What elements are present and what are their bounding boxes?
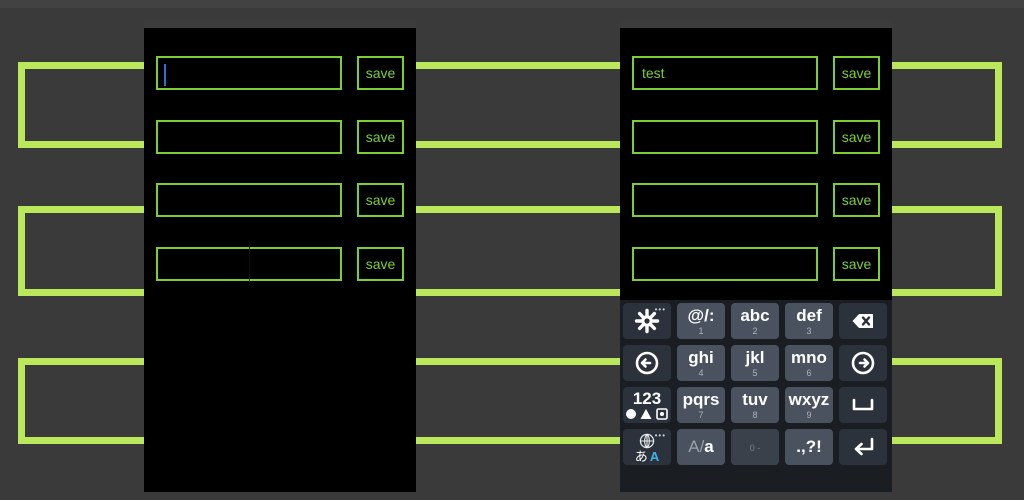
space-key[interactable]: [839, 387, 887, 423]
wxyz-key[interactable]: wxyz 9: [785, 387, 833, 423]
space-icon: [852, 398, 874, 411]
key-label: 123: [632, 389, 662, 408]
save-button[interactable]: save: [833, 56, 880, 90]
tuv-key[interactable]: tuv 8: [731, 387, 779, 423]
backspace-icon: [852, 314, 873, 328]
gear-icon: [634, 308, 660, 334]
case-toggle-key[interactable]: A/a: [677, 429, 725, 465]
text-caret: [164, 64, 166, 86]
key-label: A/a: [688, 437, 714, 456]
key-label: @/:: [687, 305, 715, 325]
save-button[interactable]: save: [357, 183, 404, 217]
device-status-bar: [144, 20, 416, 28]
device-status-bar: [620, 20, 892, 28]
key-sublabel: 1: [698, 325, 704, 336]
text-field-4[interactable]: [632, 247, 818, 281]
symbols-key[interactable]: @/: 1: [677, 303, 725, 339]
latin-label: A: [649, 448, 660, 464]
abc-key[interactable]: abc 2: [731, 303, 779, 339]
text-field-1[interactable]: test: [632, 56, 818, 90]
settings-key[interactable]: •••: [623, 303, 671, 339]
text-field-3[interactable]: [632, 183, 818, 217]
save-button[interactable]: save: [833, 120, 880, 154]
key-label: jkl: [745, 347, 765, 367]
key-label: mno: [791, 347, 827, 367]
pqrs-key[interactable]: pqrs 7: [677, 387, 725, 423]
key-label: tuv: [742, 389, 768, 409]
key-sublabel: 9: [806, 409, 812, 420]
key-sublabel: 3: [806, 325, 812, 336]
text-field-2[interactable]: [156, 120, 342, 154]
key-sublabel: 6: [806, 367, 812, 378]
numeric-mode-key[interactable]: 123: [623, 387, 671, 423]
text-field-2[interactable]: [632, 120, 818, 154]
left-device-window: save save save save: [144, 20, 416, 492]
arrow-right-circle-icon: [851, 351, 875, 375]
key-label: abc: [740, 305, 770, 325]
language-switch-key[interactable]: ••• あ A: [623, 429, 671, 465]
field-row: save: [632, 120, 880, 154]
key-sublabel: 4: [698, 367, 704, 378]
keyboard-row: ghi 4 jkl 5 mno 6: [620, 342, 892, 384]
render-artifact: [248, 247, 250, 285]
field-row: save: [156, 56, 404, 90]
keyboard-row: ••• あ A A/a 0 -.,?!: [620, 426, 892, 468]
more-options-dots-icon: •••: [654, 305, 666, 314]
mno-key[interactable]: mno 6: [785, 345, 833, 381]
field-value: test: [642, 65, 665, 81]
key-sublabel: 2: [752, 325, 758, 336]
text-field-4[interactable]: [156, 247, 342, 285]
key-sublabel: 5: [752, 367, 758, 378]
ghi-key[interactable]: ghi 4: [677, 345, 725, 381]
field-row: save: [156, 247, 404, 285]
save-button[interactable]: save: [357, 120, 404, 154]
field-row: save: [156, 120, 404, 154]
more-options-dots-icon: •••: [654, 431, 666, 440]
enter-icon: [854, 437, 874, 456]
key-sublabel: 7: [698, 409, 704, 420]
shapes-icon: [626, 408, 668, 420]
key-sublabel: 0 -: [749, 442, 761, 453]
punctuation-key[interactable]: .,?!: [785, 429, 833, 465]
globe-icon: [639, 433, 655, 448]
keyboard-row: ••• @/: 1 abc 2 def 3: [620, 300, 892, 342]
field-row: save: [632, 183, 880, 217]
key-label: pqrs: [682, 389, 720, 409]
text-field-3[interactable]: [156, 183, 342, 217]
key-label: def: [796, 305, 822, 325]
cursor-right-key[interactable]: [839, 345, 887, 381]
field-row: test save: [632, 56, 880, 90]
save-button[interactable]: save: [833, 247, 880, 281]
field-row: save: [632, 247, 880, 281]
enter-key[interactable]: [839, 429, 887, 465]
save-button[interactable]: save: [833, 183, 880, 217]
field-row: save: [156, 183, 404, 217]
key-label: ghi: [688, 347, 714, 367]
background-top-bar: [0, 0, 1024, 8]
key-sublabel: 8: [752, 409, 758, 420]
backspace-key[interactable]: [839, 303, 887, 339]
jkl-key[interactable]: jkl 5: [731, 345, 779, 381]
cursor-left-key[interactable]: [623, 345, 671, 381]
arrow-left-circle-icon: [635, 351, 659, 375]
zero-key[interactable]: 0 -: [731, 429, 779, 465]
save-button[interactable]: save: [357, 247, 404, 281]
def-key[interactable]: def 3: [785, 303, 833, 339]
hiragana-label: あ: [634, 448, 648, 464]
keyboard-row: 123 pqrs 7 tuv 8 wxyz 9: [620, 384, 892, 426]
text-field-1[interactable]: [156, 56, 342, 90]
key-label: .,?!: [796, 437, 822, 456]
android-12key-ime: ••• @/: 1 abc 2 def 3 ghi 4 jkl 5 mno 6 123 pqrs 7 tuv 8 w…: [620, 300, 892, 492]
key-label: wxyz: [788, 389, 830, 409]
save-button[interactable]: save: [357, 56, 404, 90]
